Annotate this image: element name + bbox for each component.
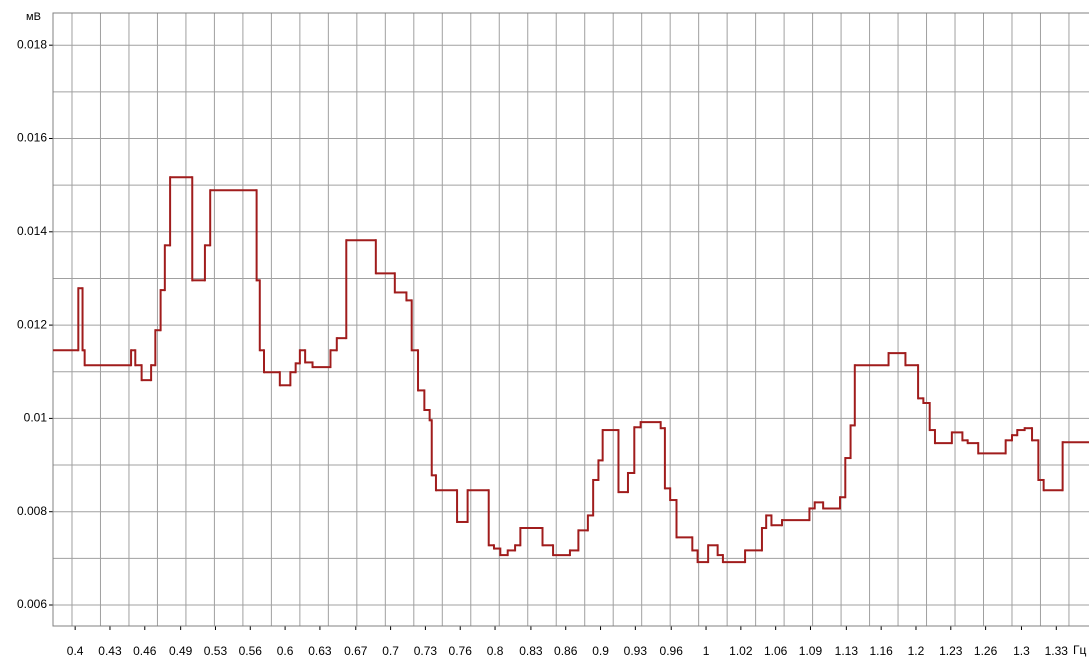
x-axis-label: Гц	[1073, 643, 1086, 657]
x-tick-label: 0.53	[204, 644, 228, 658]
x-tick-label: 1.13	[835, 644, 859, 658]
x-tick-label: 1.3	[1013, 644, 1030, 658]
x-tick-label: 1	[703, 644, 710, 658]
y-tick-label: 0.018	[17, 37, 47, 51]
x-tick-label: 0.49	[169, 644, 193, 658]
x-tick-label: 0.76	[449, 644, 473, 658]
y-tick-label: 0.006	[17, 597, 47, 611]
x-tick-label: 0.8	[487, 644, 504, 658]
x-tick-label: 0.43	[98, 644, 122, 658]
x-tick-label: 1.16	[869, 644, 893, 658]
x-tick-label: 0.7	[382, 644, 399, 658]
x-tick-label: 0.9	[592, 644, 609, 658]
x-tick-label: 0.73	[414, 644, 438, 658]
x-tick-label: 0.83	[519, 644, 543, 658]
y-tick-label: 0.012	[17, 317, 47, 331]
x-tick-label: 0.63	[308, 644, 332, 658]
x-tick-label: 1.02	[729, 644, 753, 658]
x-tick-label: 0.56	[239, 644, 263, 658]
x-tick-label: 1.09	[799, 644, 823, 658]
x-tick-label: 1.06	[764, 644, 788, 658]
x-tick-label: 1.26	[974, 644, 998, 658]
x-tick-label: 0.67	[344, 644, 368, 658]
x-tick-label: 0.4	[67, 644, 84, 658]
x-tick-label: 1.23	[939, 644, 963, 658]
x-tick-label: 1.2	[908, 644, 925, 658]
x-tick-label: 0.93	[624, 644, 648, 658]
x-tick-label: 1.33	[1045, 644, 1069, 658]
plot-frame	[52, 12, 1089, 627]
y-tick-label: 0.016	[17, 131, 47, 145]
x-tick-label: 0.96	[660, 644, 684, 658]
y-tick-label: 0.008	[17, 504, 47, 518]
x-tick-label: 0.6	[277, 644, 294, 658]
y-axis-label: мВ	[26, 11, 41, 23]
x-tick-label: 0.46	[133, 644, 157, 658]
x-tick-label: 0.86	[554, 644, 578, 658]
y-tick-label: 0.014	[17, 224, 47, 238]
y-tick-label: 0.01	[24, 411, 48, 425]
